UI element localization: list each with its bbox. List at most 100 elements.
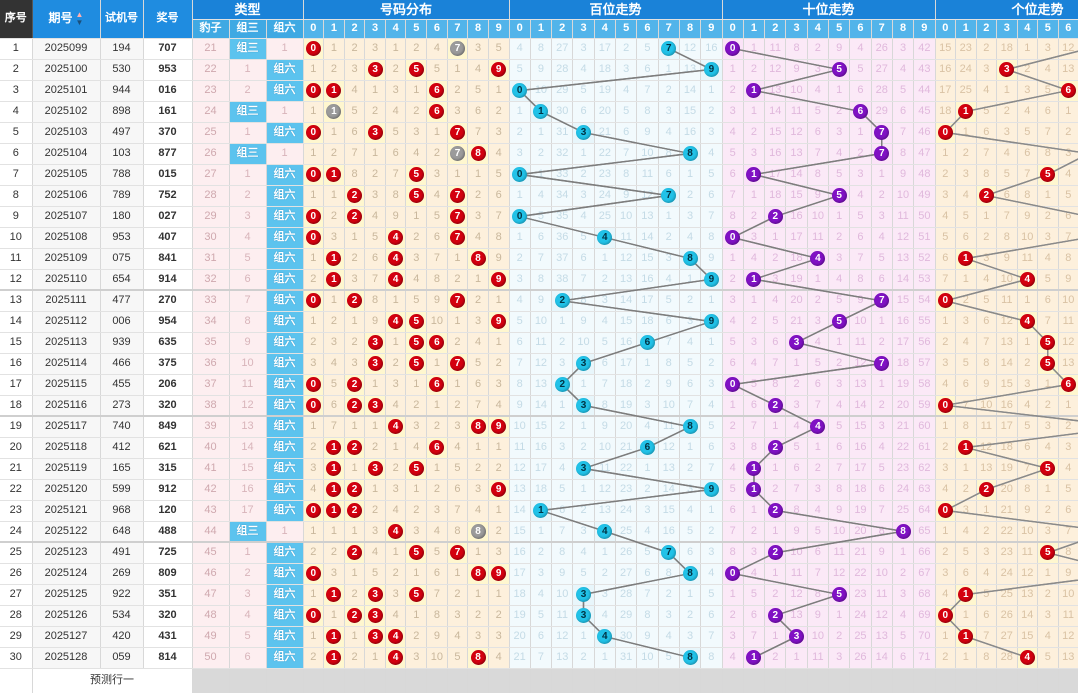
prediction-cell-18[interactable] [615,668,638,693]
header-digit-dist-9[interactable]: 9 [488,19,510,39]
prediction-cell-35[interactable] [976,668,998,693]
table-row[interactable]: 17 2025115 455 206 37 11 组六 0 5 2 1 3 1 6 1 6 3 8 13 2 1 7 18 2… [0,374,1078,396]
table-row[interactable]: 30 2025128 059 814 50 6 组六 2 1 2 1 4 3 10 5 8 4 21 7 13 2 1 31… [0,647,1078,669]
prediction-cell-37[interactable] [1017,668,1039,693]
table-row[interactable]: 23 2025121 968 120 43 17 组六 0 1 2 2 4 2 3 7 4 1 14 1 6 2 13 24… [0,500,1078,522]
prediction-cell-7[interactable] [385,668,407,693]
header-prize[interactable]: 奖号 [143,0,193,39]
header-digit-dist-3[interactable]: 3 [364,19,386,39]
header-testnum[interactable]: 试机号 [100,0,144,39]
table-row[interactable]: 26 2025124 269 809 46 2 组六 0 3 1 5 2 1 6 1 8 9 17 3 9 5 2 27 6 8… [0,563,1078,585]
sort-asc-icon[interactable]: ▲ [75,9,84,19]
prediction-cell-11[interactable] [467,668,489,693]
table-row[interactable]: 5 2025103 497 370 25 1 组六 0 1 6 3 5 3 1 7 7 3 2 1 31 3 21 6 9 4 1… [0,122,1078,144]
header-digit-shi-0[interactable]: 0 [722,19,744,39]
header-digit-ge-2[interactable]: 2 [976,19,998,39]
table-row[interactable]: 16 2025114 466 375 36 10 组六 3 4 3 3 2 5 1 7 5 2 7 12 3 3 6 17 1… [0,353,1078,375]
prediction-cell-1[interactable] [229,668,267,693]
header-digit-dist-0[interactable]: 0 [303,19,325,39]
table-row[interactable]: 15 2025113 939 635 35 9 组六 2 3 2 3 1 5 6 2 4 1 6 11 2 10 5 16 6… [0,332,1078,354]
prediction-cell-6[interactable] [364,668,386,693]
header-index[interactable]: 序号 [0,0,33,39]
prediction-cell-16[interactable] [572,668,595,693]
sort-desc-icon[interactable]: ▼ [75,17,84,27]
prediction-cell-13[interactable] [509,668,531,693]
table-row[interactable]: 20 2025118 412 621 40 14 组六 2 1 2 2 1 4 6 4 1 1 11 16 3 2 10 2… [0,437,1078,459]
table-row[interactable]: 1 2025099 194 707 21 组三 1 0 1 2 3 1 2 4 7 3 5 4 8 27 3 17 2 5 7 1… [0,38,1078,60]
table-row[interactable]: 29 2025127 420 431 49 5 组六 1 1 1 3 4 2 9 4 3 3 20 6 12 1 4 30 9… [0,626,1078,648]
header-type-baozi[interactable]: 豹子 [192,19,230,39]
prediction-cell-36[interactable] [996,668,1018,693]
prediction-cell-34[interactable] [955,668,977,693]
prediction-cell-10[interactable] [447,668,469,693]
prediction-cell-20[interactable] [658,668,680,693]
prediction-cell-27[interactable] [807,668,830,693]
prediction-cell-12[interactable] [488,668,510,693]
header-digit-bai-5[interactable]: 5 [615,19,638,39]
table-row[interactable]: 3 2025101 944 016 23 2 组六 0 1 4 1 3 1 6 2 5 1 0 10 29 5 19 4 7 2… [0,80,1078,102]
header-digit-bai-1[interactable]: 1 [530,19,553,39]
prediction-cell-2[interactable] [266,668,304,693]
header-digit-shi-8[interactable]: 8 [892,19,915,39]
prediction-cell-4[interactable] [323,668,345,693]
prediction-cell-23[interactable] [722,668,744,693]
header-digit-bai-2[interactable]: 2 [551,19,574,39]
header-digit-bai-3[interactable]: 3 [572,19,595,39]
header-digit-bai-6[interactable]: 6 [636,19,659,39]
prediction-cell-0[interactable] [192,668,230,693]
header-digit-ge-5[interactable]: 5 [1037,19,1059,39]
prediction-row[interactable]: 预测行一 [0,668,1078,693]
header-digit-shi-4[interactable]: 4 [807,19,830,39]
header-digit-dist-5[interactable]: 5 [405,19,428,39]
prediction-cell-33[interactable] [935,668,957,693]
prediction-cell-28[interactable] [828,668,851,693]
header-digit-shi-7[interactable]: 7 [871,19,893,39]
header-digit-ge-4[interactable]: 4 [1017,19,1039,39]
prediction-cell-5[interactable] [344,668,366,693]
prediction-cell-30[interactable] [871,668,893,693]
prediction-cell-29[interactable] [849,668,872,693]
header-digit-shi-2[interactable]: 2 [764,19,787,39]
table-row[interactable]: 11 2025109 075 841 31 5 组六 1 1 2 6 4 3 7 1 8 9 2 7 37 6 1 12 15… [0,248,1078,270]
prediction-cell-14[interactable] [530,668,553,693]
prediction-cell-3[interactable] [303,668,325,693]
header-digit-bai-0[interactable]: 0 [509,19,531,39]
table-row[interactable]: 10 2025108 953 407 30 4 组六 0 3 1 5 4 2 6 7 4 8 1 6 36 5 4 11 14… [0,227,1078,249]
table-row[interactable]: 18 2025116 273 320 38 12 组六 0 6 2 3 4 2 1 2 7 4 9 14 1 3 8 19 3… [0,395,1078,417]
table-row[interactable]: 12 2025110 654 914 32 6 组六 2 1 3 7 4 4 8 2 1 9 3 8 38 7 2 13 16… [0,269,1078,291]
table-row[interactable]: 14 2025112 006 954 34 8 组六 1 2 1 9 4 5 10 1 3 9 5 10 1 9 4 15 1… [0,311,1078,333]
header-digit-shi-9[interactable]: 9 [913,19,936,39]
table-row[interactable]: 19 2025117 740 849 39 13 组六 1 7 1 1 4 3 2 3 8 9 10 15 2 1 9 20… [0,415,1078,438]
table-row[interactable]: 8 2025106 789 752 28 2 组六 1 1 2 3 8 5 4 7 2 6 1 4 34 3 24 9 12 7… [0,185,1078,207]
header-digit-dist-6[interactable]: 6 [426,19,448,39]
prediction-cell-26[interactable] [785,668,808,693]
table-row[interactable]: 2 2025100 530 953 22 1 组六 1 2 3 3 2 5 5 1 4 9 5 9 28 4 18 3 6 1 1… [0,59,1078,81]
header-digit-bai-7[interactable]: 7 [658,19,680,39]
header-digit-dist-7[interactable]: 7 [447,19,469,39]
prediction-cell-19[interactable] [636,668,659,693]
header-digit-dist-1[interactable]: 1 [323,19,345,39]
header-digit-bai-8[interactable]: 8 [679,19,702,39]
header-digit-dist-8[interactable]: 8 [467,19,489,39]
header-digit-ge-0[interactable]: 0 [935,19,957,39]
header-digit-dist-4[interactable]: 4 [385,19,407,39]
prediction-cell-25[interactable] [764,668,787,693]
sort-icon[interactable]: ▲ ▼ [75,9,84,27]
table-row[interactable]: 27 2025125 922 351 47 3 组六 1 1 2 3 3 5 7 2 1 1 18 4 10 3 3 28 7… [0,584,1078,606]
table-row[interactable]: 21 2025119 165 315 41 15 组六 3 1 1 3 2 5 1 5 2 2 12 17 4 3 11 2… [0,458,1078,480]
table-row[interactable]: 22 2025120 599 912 42 16 组六 4 1 2 1 3 1 2 6 3 9 13 18 5 1 12 2… [0,479,1078,501]
header-digit-shi-1[interactable]: 1 [743,19,766,39]
header-digit-shi-5[interactable]: 5 [828,19,851,39]
prediction-cell-39[interactable] [1058,668,1078,693]
header-type-zu6[interactable]: 组六 [266,19,304,39]
prediction-cell-8[interactable] [405,668,428,693]
prediction-cell-22[interactable] [700,668,723,693]
prediction-cell-38[interactable] [1037,668,1059,693]
header-digit-shi-6[interactable]: 6 [849,19,872,39]
prediction-cell-15[interactable] [551,668,574,693]
header-digit-bai-4[interactable]: 4 [594,19,616,39]
header-digit-shi-3[interactable]: 3 [785,19,808,39]
prediction-cell-21[interactable] [679,668,702,693]
header-digit-ge-3[interactable]: 3 [996,19,1018,39]
prediction-cell-9[interactable] [426,668,448,693]
